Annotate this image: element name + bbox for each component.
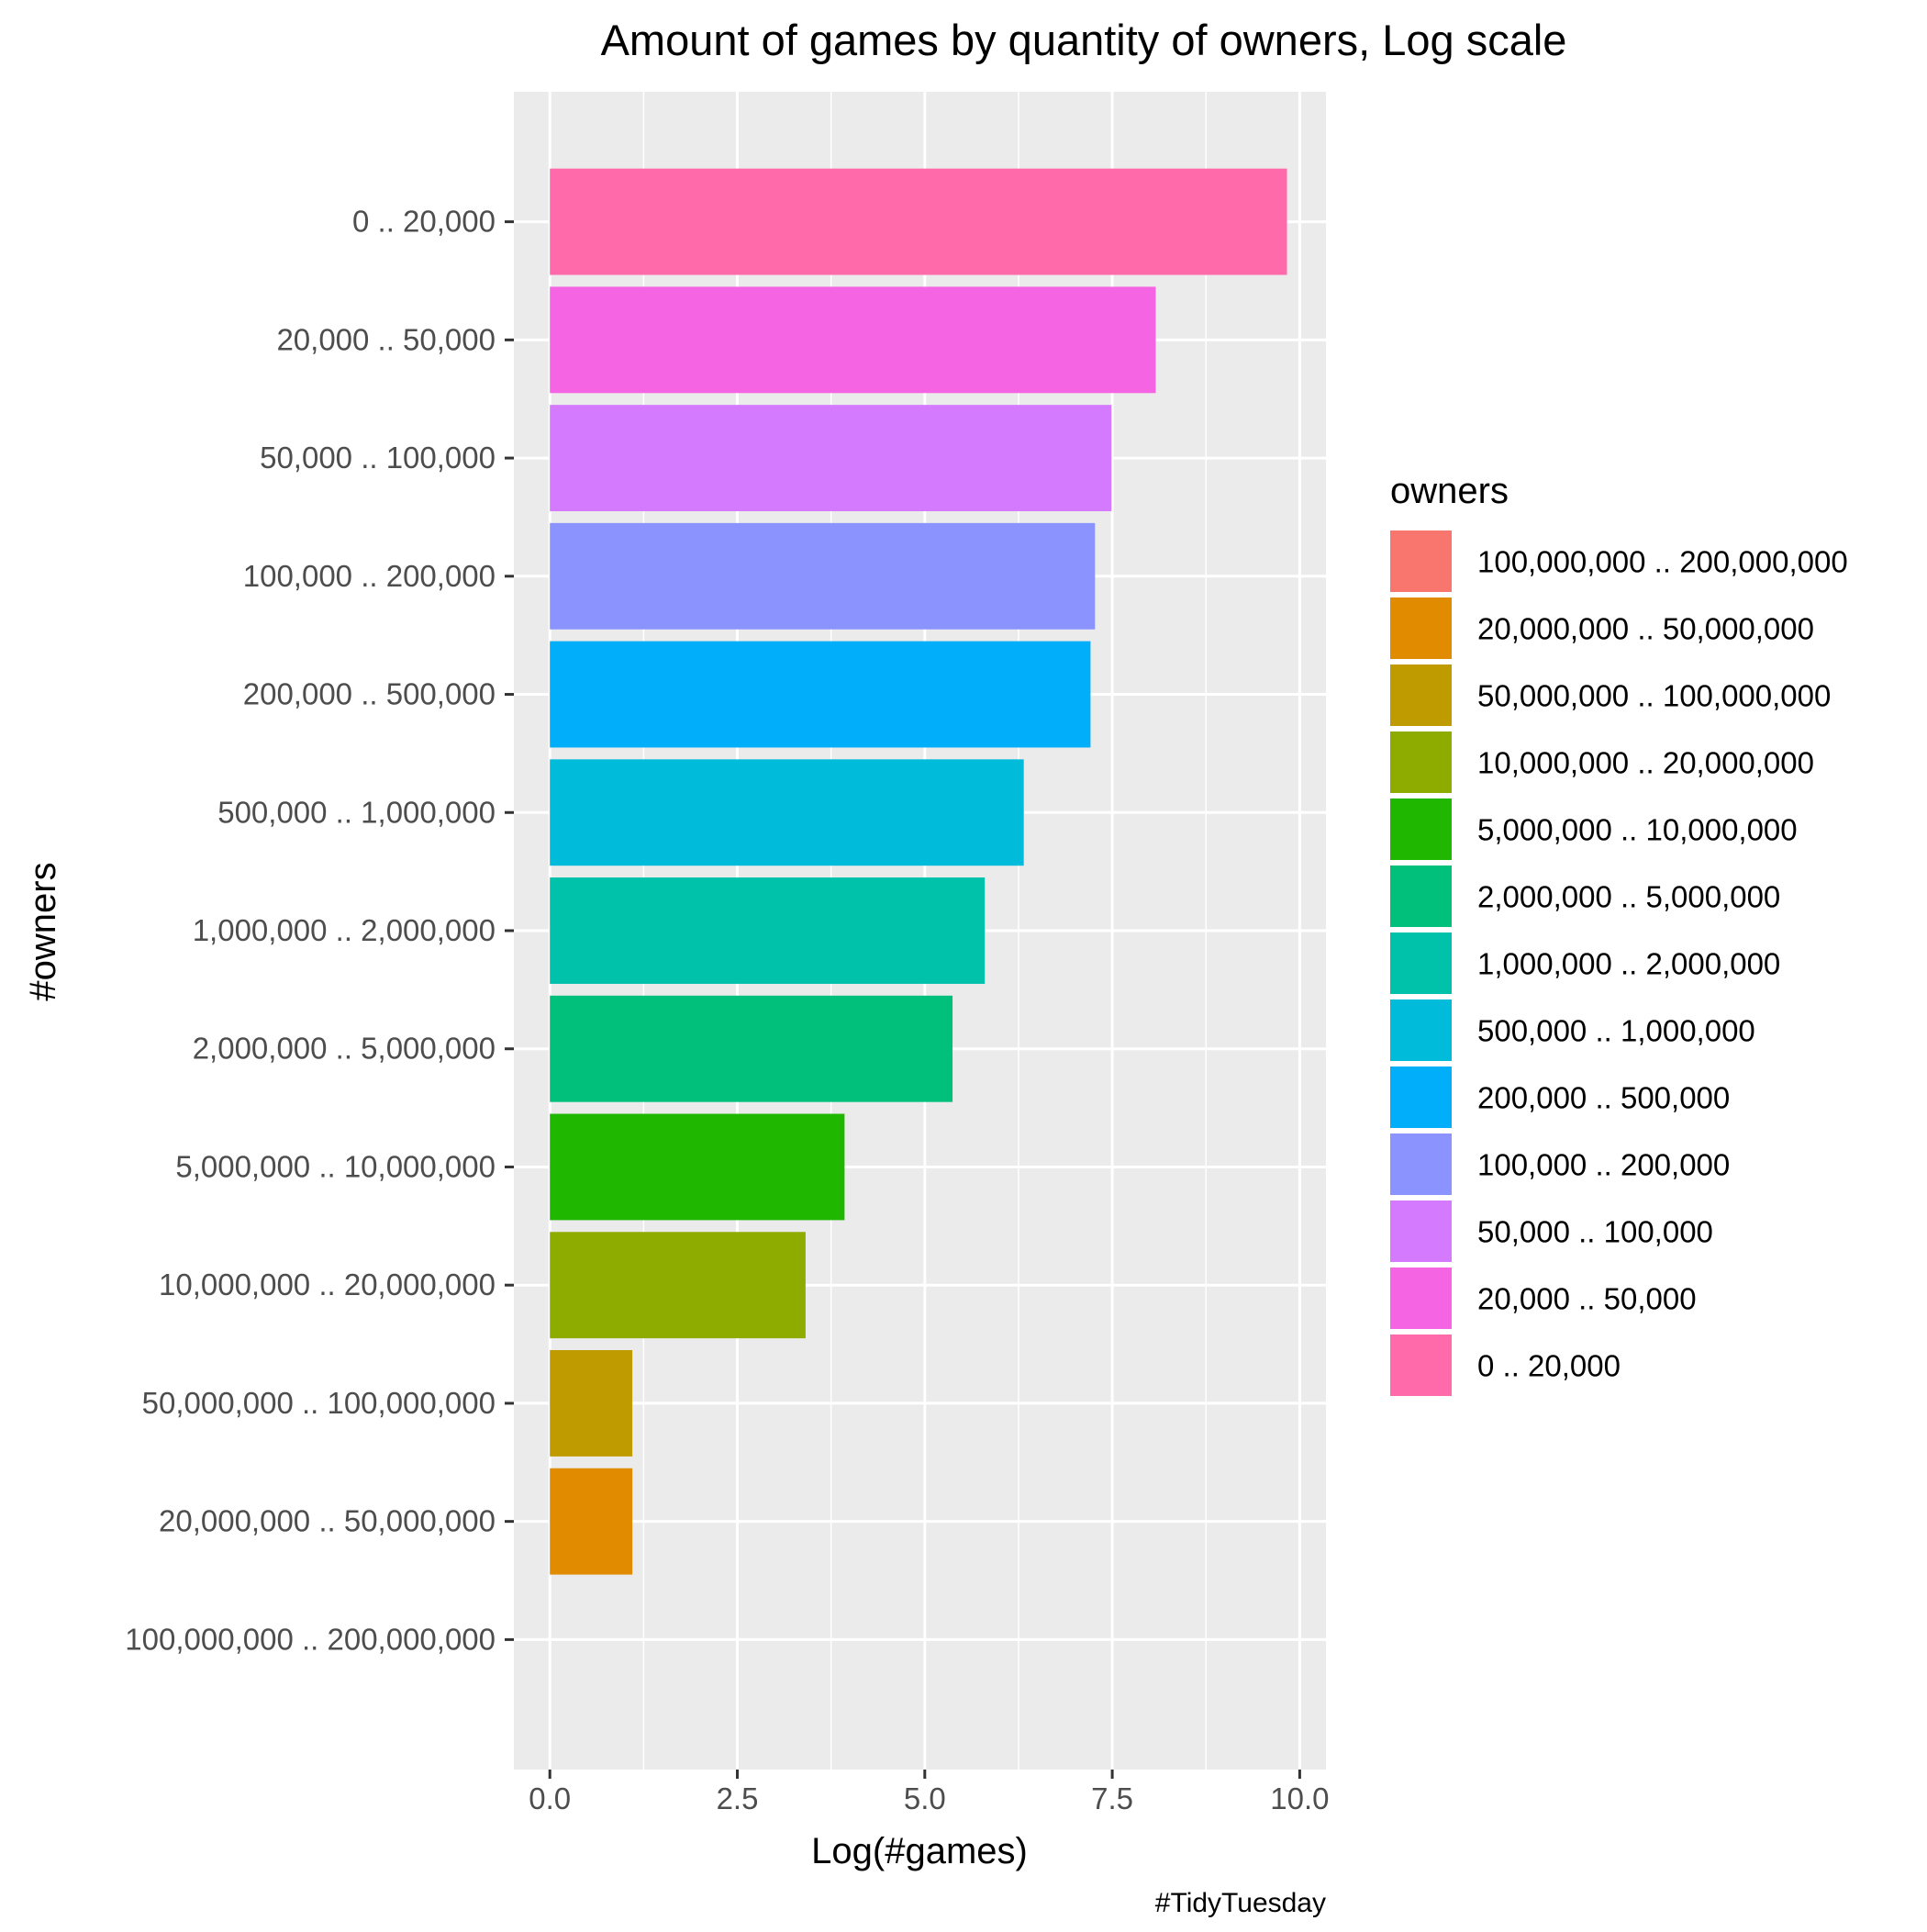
bar xyxy=(550,405,1112,511)
legend-key xyxy=(1390,597,1452,659)
legend-key xyxy=(1390,1000,1452,1061)
chart-caption: #TidyTuesday xyxy=(1155,1888,1326,1918)
x-tick-label: 2.5 xyxy=(717,1781,759,1815)
bar xyxy=(550,1468,633,1575)
bar xyxy=(550,522,1096,630)
legend-label: 20,000,000 .. 50,000,000 xyxy=(1477,612,1814,646)
legend-key xyxy=(1390,1067,1452,1128)
bar xyxy=(550,759,1024,866)
legend-label: 50,000 .. 100,000 xyxy=(1477,1215,1713,1249)
y-tick-label: 100,000,000 .. 200,000,000 xyxy=(125,1622,496,1656)
legend-label: 10,000,000 .. 20,000,000 xyxy=(1477,746,1814,780)
legend-label: 20,000 .. 50,000 xyxy=(1477,1282,1697,1316)
legend-key xyxy=(1390,865,1452,927)
legend-key xyxy=(1390,798,1452,860)
legend-key xyxy=(1390,1201,1452,1262)
bar xyxy=(550,1232,806,1339)
legend-label: 100,000,000 .. 200,000,000 xyxy=(1477,545,1848,579)
y-tick-label: 2,000,000 .. 5,000,000 xyxy=(193,1032,496,1066)
legend-key xyxy=(1390,530,1452,592)
y-tick-label: 0 .. 20,000 xyxy=(352,205,496,239)
legend-label: 200,000 .. 500,000 xyxy=(1477,1081,1730,1115)
legend-title: owners xyxy=(1390,471,1509,511)
bar xyxy=(550,641,1091,748)
bars xyxy=(550,168,1287,1575)
legend-label: 50,000,000 .. 100,000,000 xyxy=(1477,679,1831,713)
x-tick-label: 10.0 xyxy=(1270,1781,1329,1815)
legend-key xyxy=(1390,731,1452,793)
legend-label: 100,000 .. 200,000 xyxy=(1477,1148,1730,1182)
legend-label: 500,000 .. 1,000,000 xyxy=(1477,1014,1755,1048)
y-axis-label: #owners xyxy=(23,862,63,1000)
chart-title: Amount of games by quantity of owners, L… xyxy=(601,16,1567,64)
y-tick-label: 20,000 .. 50,000 xyxy=(276,322,496,356)
x-axis-label: Log(#games) xyxy=(811,1831,1028,1871)
bar xyxy=(550,286,1156,394)
legend-key xyxy=(1390,664,1452,726)
bar xyxy=(550,877,986,984)
legend-label: 1,000,000 .. 2,000,000 xyxy=(1477,947,1780,981)
y-axis: 0 .. 20,000 20,000 .. 50,000 50,000 .. 100… xyxy=(125,205,514,1656)
x-tick-label: 0.0 xyxy=(529,1781,571,1815)
legend-key xyxy=(1390,1268,1452,1329)
y-tick-label: 1,000,000 .. 2,000,000 xyxy=(193,913,496,947)
y-tick-label: 100,000 .. 200,000 xyxy=(243,559,496,593)
legend-key xyxy=(1390,1134,1452,1195)
legend-key xyxy=(1390,932,1452,994)
legend: 100,000,000 .. 200,000,000 20,000,000 .. … xyxy=(1390,530,1848,1396)
y-tick-label: 5,000,000 .. 10,000,000 xyxy=(175,1149,496,1183)
legend-label: 0 .. 20,000 xyxy=(1477,1349,1621,1383)
legend-key xyxy=(1390,1335,1452,1396)
bar xyxy=(550,1350,633,1457)
x-tick-label: 5.0 xyxy=(904,1781,946,1815)
x-axis: 0.0 2.5 5.0 7.5 10.0 xyxy=(529,1770,1330,1815)
bar xyxy=(550,168,1287,275)
bar xyxy=(550,1113,845,1221)
y-tick-label: 10,000,000 .. 20,000,000 xyxy=(159,1268,496,1301)
legend-label: 2,000,000 .. 5,000,000 xyxy=(1477,880,1780,914)
y-tick-label: 200,000 .. 500,000 xyxy=(243,677,496,711)
y-tick-label: 500,000 .. 1,000,000 xyxy=(217,795,496,829)
y-tick-label: 20,000,000 .. 50,000,000 xyxy=(159,1504,496,1538)
legend-label: 5,000,000 .. 10,000,000 xyxy=(1477,813,1798,847)
bar xyxy=(550,995,953,1102)
x-tick-label: 7.5 xyxy=(1091,1781,1133,1815)
y-tick-label: 50,000 .. 100,000 xyxy=(260,441,496,475)
y-tick-label: 50,000,000 .. 100,000,000 xyxy=(142,1386,496,1420)
